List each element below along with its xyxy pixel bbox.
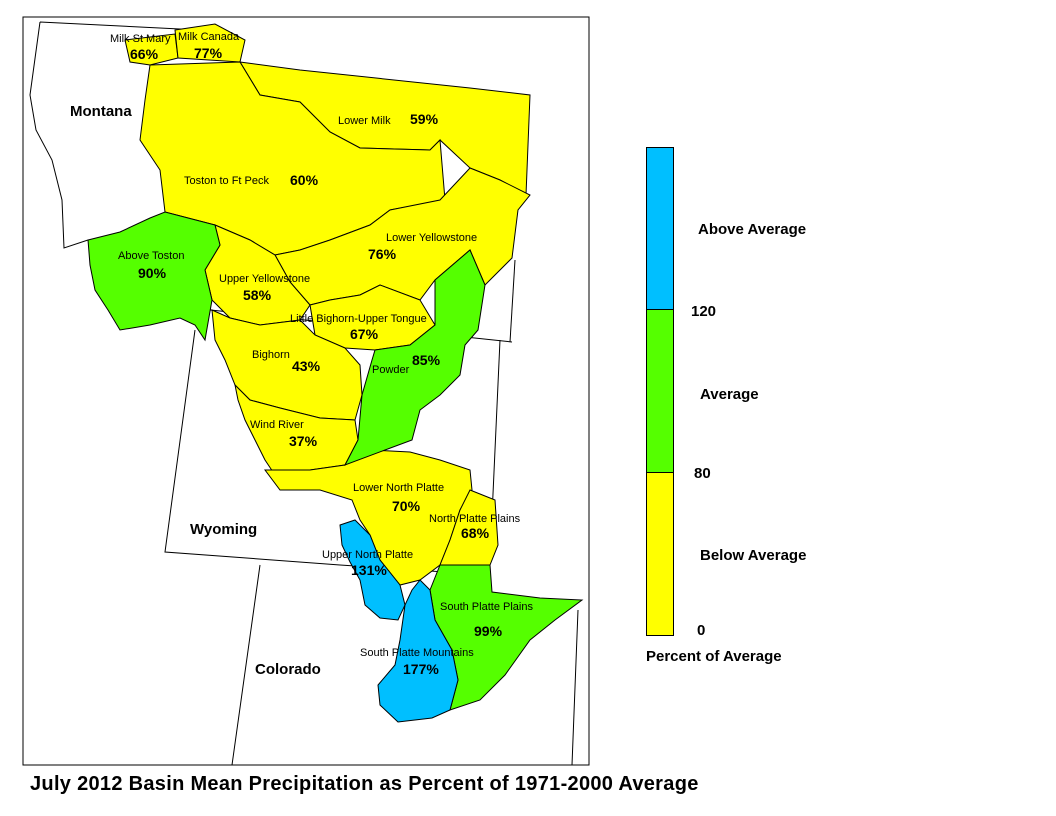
basin-pct-wind-river: 37% <box>289 433 318 449</box>
basin-pct-above-toston: 90% <box>138 265 167 281</box>
legend-caption: Percent of Average <box>646 648 782 665</box>
map-title: July 2012 Basin Mean Precipitation as Pe… <box>30 773 699 795</box>
basin-map: Montana Wyoming Colorado Milk St Mary 66… <box>22 16 590 766</box>
legend-swatch-average <box>646 310 674 473</box>
basin-name-above-toston: Above Toston <box>118 250 184 262</box>
basin-pct-milk-st-mary: 66% <box>130 46 159 62</box>
basin-name-powder: Powder <box>372 364 410 376</box>
basin-name-lower-north-platte: Lower North Platte <box>353 482 444 494</box>
basin-name-south-platte-plains: South Platte Plains <box>440 601 533 613</box>
basin-name-lower-yellowstone: Lower Yellowstone <box>386 232 477 244</box>
basin-pct-south-platte-plains: 99% <box>474 623 503 639</box>
legend-tick-0: 0 <box>697 622 706 639</box>
basin-pct-lower-milk: 59% <box>410 111 439 127</box>
basin-name-lower-milk: Lower Milk <box>338 115 391 127</box>
basin-region-south-platte-mountains <box>377 579 459 723</box>
basin-region-powder <box>343 249 486 466</box>
basin-region-milk-st-mary <box>124 33 179 66</box>
basin-pct-toston-ft-peck: 60% <box>290 172 319 188</box>
legend-swatch-below <box>646 473 674 636</box>
basin-name-wind-river: Wind River <box>250 419 304 431</box>
basin-name-upper-yellowstone: Upper Yellowstone <box>219 273 310 285</box>
basin-region-above-toston <box>87 211 221 342</box>
basin-pct-little-bighorn: 67% <box>350 326 379 342</box>
basin-pct-bighorn: 43% <box>292 358 321 374</box>
basin-pct-north-platte-plains: 68% <box>461 525 490 541</box>
montana-boundary <box>29 21 201 249</box>
legend-swatch-above <box>646 147 674 310</box>
basin-name-little-bighorn: Little Bighorn-Upper Tongue <box>290 313 427 325</box>
basin-pct-upper-north-platte: 131% <box>351 562 387 578</box>
basin-pct-upper-yellowstone: 58% <box>243 287 272 303</box>
state-label-colorado: Colorado <box>255 661 321 678</box>
basin-pct-lower-north-platte: 70% <box>392 498 421 514</box>
basin-pct-south-platte-mountains: 177% <box>403 661 439 677</box>
state-label-montana: Montana <box>70 103 132 120</box>
basin-name-south-platte-mountains: South Platte Mountains <box>360 647 474 659</box>
montana-east-edge <box>509 259 516 343</box>
basin-name-upper-north-platte: Upper North Platte <box>322 549 413 561</box>
basin-pct-powder: 85% <box>412 352 441 368</box>
basin-name-north-platte-plains: North Platte Plains <box>429 513 521 525</box>
basin-pct-milk-canada: 77% <box>194 45 223 61</box>
state-label-wyoming: Wyoming <box>190 521 257 538</box>
basin-region-bighorn <box>211 309 363 421</box>
basin-region-milk-canada <box>174 23 246 63</box>
legend-label-average: Average <box>700 386 759 403</box>
basin-pct-lower-yellowstone: 76% <box>368 246 397 262</box>
basin-name-milk-st-mary: Milk St Mary <box>110 33 171 45</box>
basin-region-upper-north-platte <box>339 519 406 621</box>
legend-tick-120: 120 <box>691 303 717 320</box>
legend-label-below: Below Average <box>700 547 807 564</box>
basin-name-milk-canada: Milk Canada <box>178 31 240 43</box>
legend-tick-80: 80 <box>694 465 711 482</box>
basin-name-toston-ft-peck: Toston to Ft Peck <box>184 175 269 187</box>
legend-label-above: Above Average <box>698 221 807 238</box>
basin-name-bighorn: Bighorn <box>252 349 290 361</box>
